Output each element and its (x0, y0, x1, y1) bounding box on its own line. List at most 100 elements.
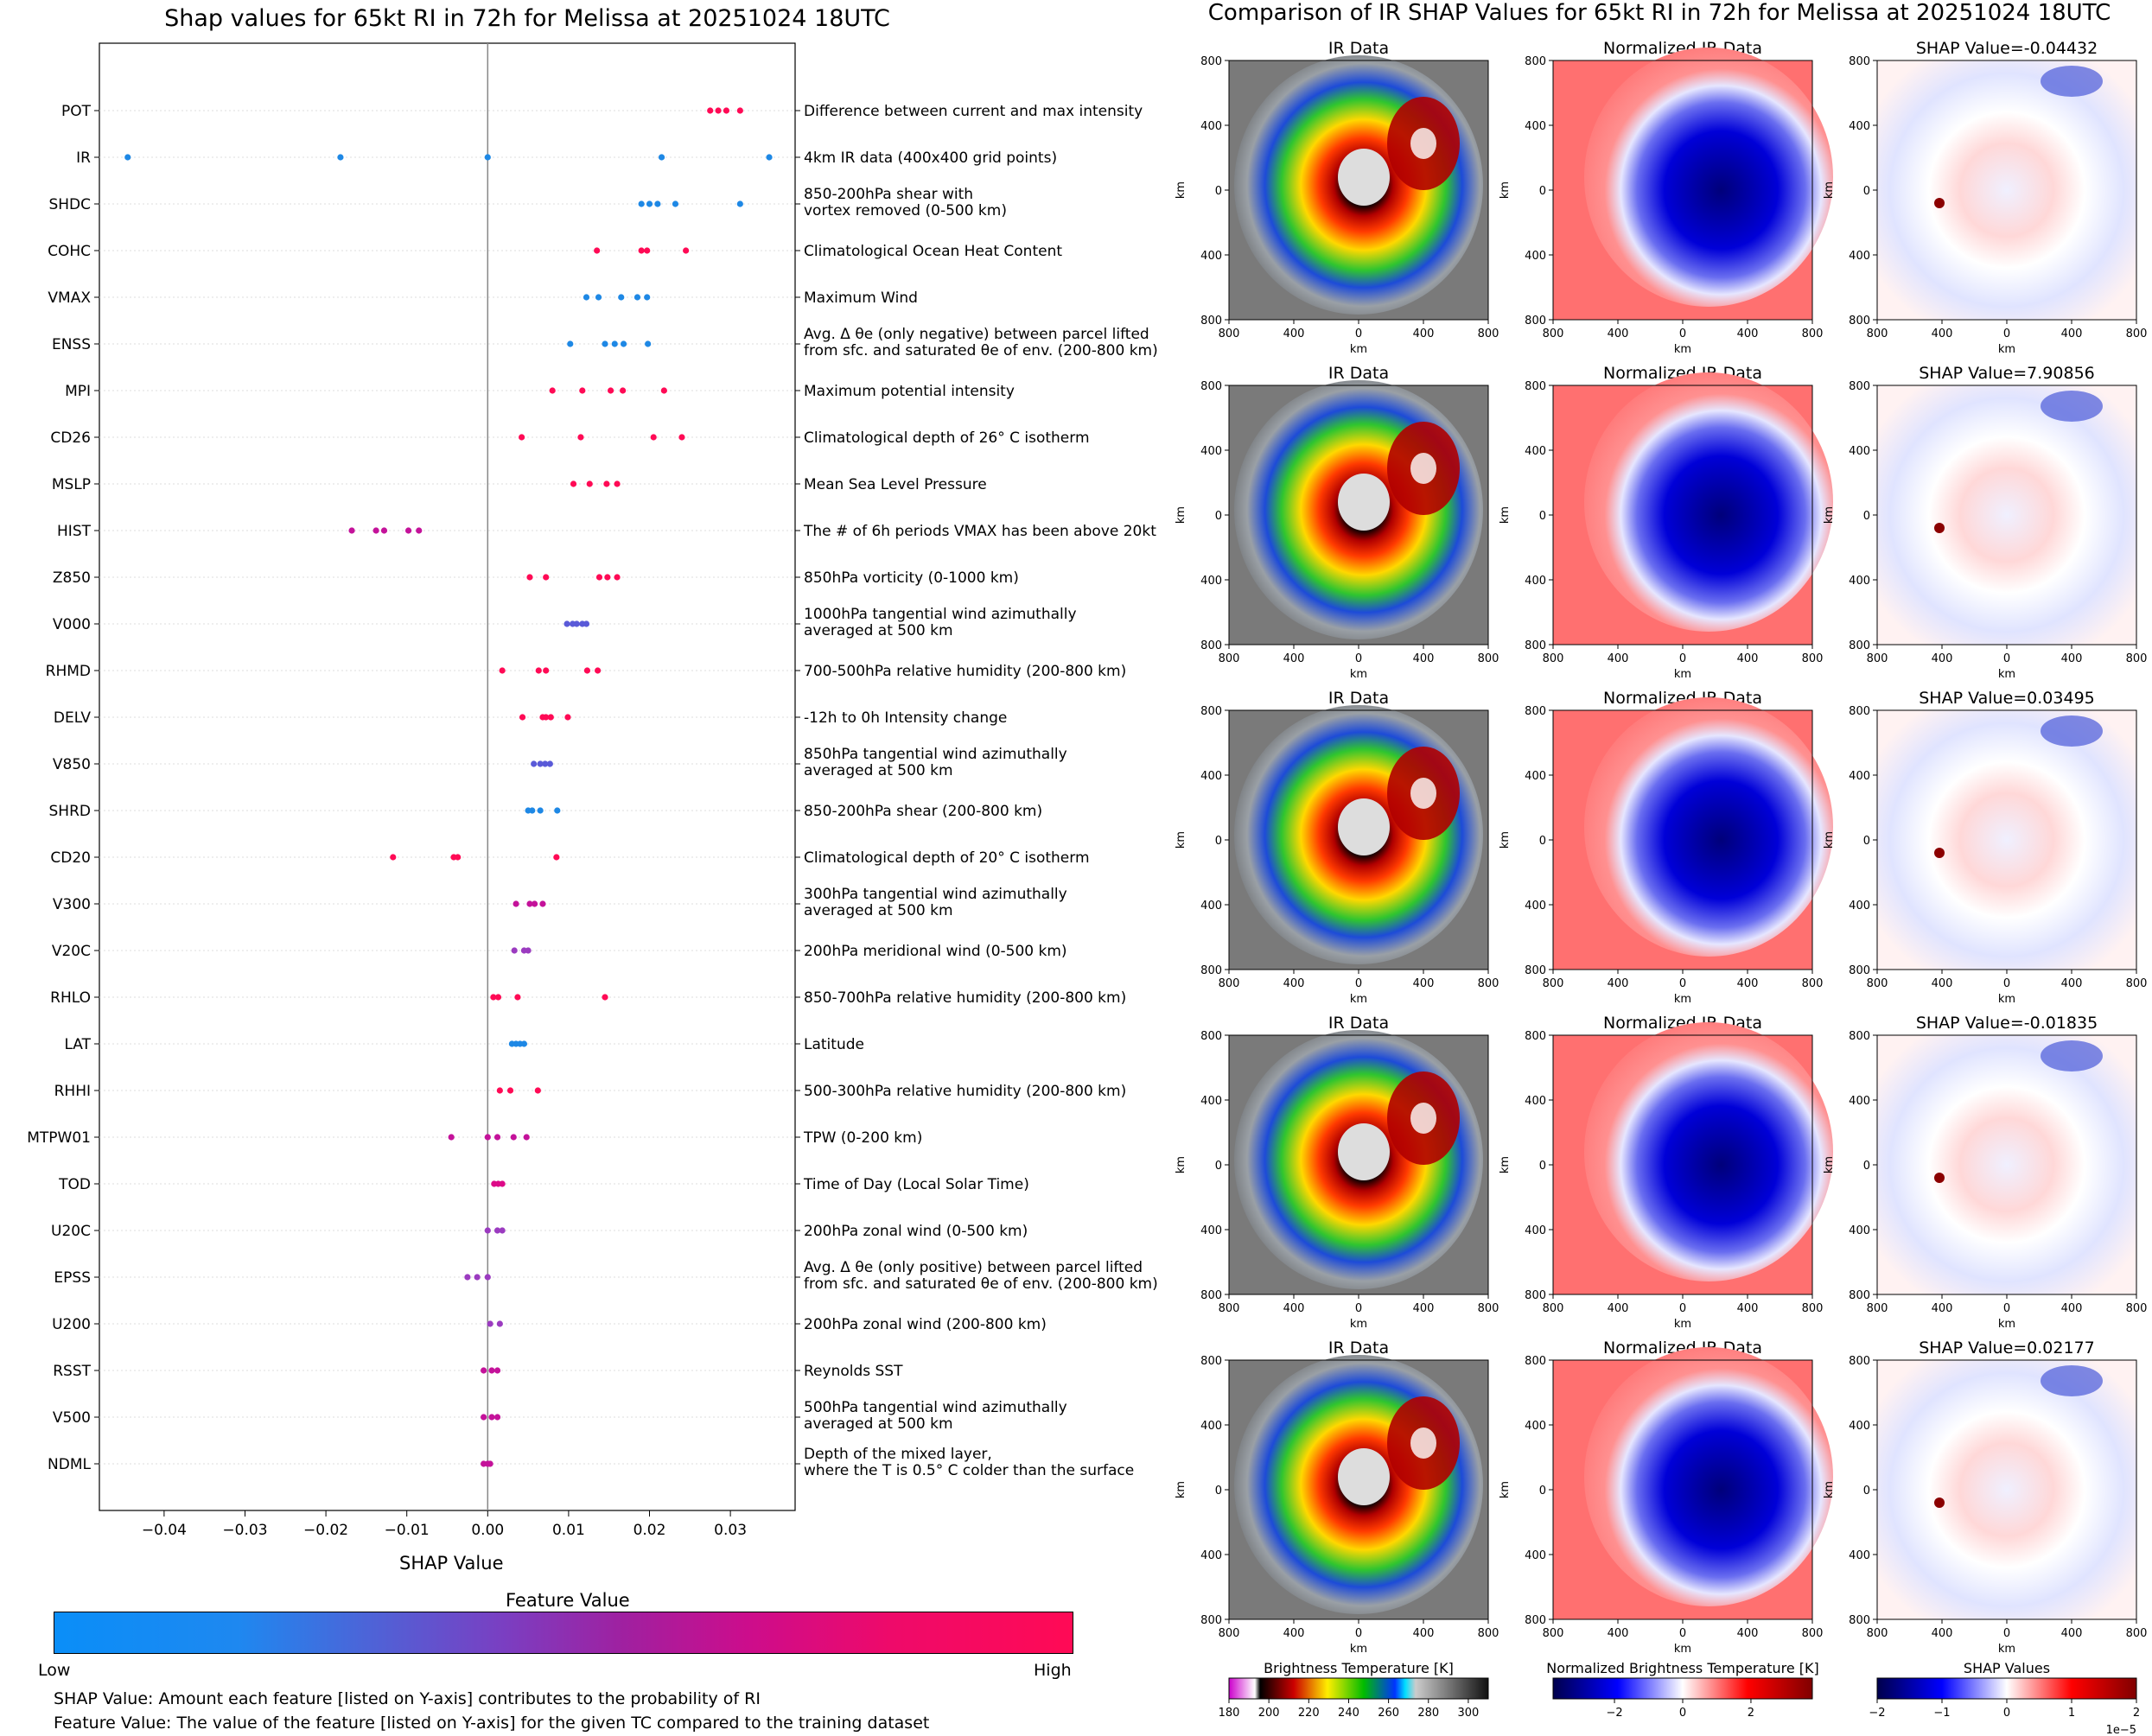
x-tick-label: 400 (1608, 977, 1629, 990)
y-tick-label: 400 (1200, 250, 1222, 263)
shap-image-proxy (1877, 60, 2136, 320)
data-point-rsst (481, 1367, 487, 1374)
y-tick-label: 400 (1525, 770, 1546, 783)
x-tick-label: 400 (1932, 1302, 1953, 1315)
data-point-z850 (614, 574, 621, 581)
x-tick-label: 400 (1737, 652, 1759, 665)
y-axis-label: km (1499, 1481, 1512, 1498)
feature-desc-v300: 300hPa tangential wind azimuthally (804, 886, 1067, 903)
x-tick-label: 0 (1355, 1302, 1362, 1315)
colorbar-low-label: Low (38, 1661, 71, 1680)
feature-name-rhlo: RHLO (50, 989, 91, 1007)
feature-name-cd20: CD20 (50, 849, 91, 867)
feature-desc-v850: 850hPa tangential wind azimuthally (804, 746, 1067, 763)
shap-xlabel: SHAP Value (399, 1553, 504, 1574)
data-point-v850 (531, 760, 538, 767)
y-axis-label: km (1175, 1481, 1187, 1498)
data-point-pot (715, 107, 722, 114)
data-point-shdc (736, 200, 743, 207)
y-tick-label: 400 (1525, 1224, 1546, 1237)
y-tick-label: 0 (1863, 1160, 1870, 1173)
x-tick-label: 800 (1478, 1627, 1499, 1640)
feature-value-colorbar (54, 1612, 1073, 1654)
x-tick-label: 0 (1355, 327, 1362, 340)
data-point-u20c (499, 1227, 506, 1234)
shap-panel-title: SHAP Value=-0.01835 (1916, 1014, 2098, 1033)
data-point-z850 (604, 574, 611, 581)
data-point-epss (464, 1274, 471, 1281)
colorbar-tick-label: 220 (1298, 1707, 1320, 1720)
normalized-temp-colorbar (1552, 1677, 1813, 1700)
colorbar-tick-label: 2 (1748, 1707, 1754, 1720)
feature-name-tod: TOD (58, 1176, 91, 1193)
data-point-v000 (563, 620, 570, 627)
x-tick-label: 0 (1355, 977, 1362, 990)
feature-desc-mpi: Maximum potential intensity (804, 383, 1015, 400)
x-tick-label: 800 (1219, 652, 1240, 665)
y-tick-label: 0 (1215, 835, 1222, 848)
feature-name-pot: POT (61, 103, 92, 120)
data-point-lat (520, 1040, 528, 1047)
data-point-cd26 (678, 434, 685, 441)
data-point-mpi (620, 387, 627, 394)
feature-desc-vmax: Maximum Wind (804, 289, 918, 307)
y-tick-label: 800 (1200, 705, 1222, 718)
y-axis-label: km (1175, 1156, 1187, 1173)
x-tick-label: 400 (1283, 1627, 1305, 1640)
y-tick-label: 0 (1863, 835, 1870, 848)
x-tick-label: 400 (1413, 977, 1435, 990)
x-axis-label: km (1674, 668, 1691, 681)
data-point-epss (484, 1274, 491, 1281)
shap-blue-region (2041, 1040, 2103, 1071)
colorbar-tick-label: 2 (2133, 1707, 2140, 1720)
x-tick-label: 0.00 (471, 1522, 504, 1539)
colorbar-tick-label: 0 (2003, 1707, 2010, 1720)
feature-desc-tod: Time of Day (Local Solar Time) (803, 1176, 1029, 1193)
feature-name-mtpw01: MTPW01 (27, 1129, 91, 1147)
y-tick-label: 800 (1525, 1030, 1546, 1043)
data-point-mslp (614, 480, 621, 487)
shap-values-colorbar (1876, 1677, 2137, 1700)
y-tick-label: 800 (1525, 315, 1546, 327)
data-point-mpi (549, 387, 556, 394)
data-point-v300 (531, 900, 538, 907)
data-point-vmax (583, 294, 590, 301)
feature-name-cohc: COHC (48, 243, 91, 260)
ir-eye-east (1410, 453, 1436, 484)
y-tick-label: 800 (1525, 55, 1546, 68)
colorbar-tick-label: −1 (1933, 1707, 1950, 1720)
x-tick-label: 400 (1737, 327, 1759, 340)
y-tick-label: 400 (1525, 1420, 1546, 1433)
y-axis-label: km (1499, 506, 1512, 524)
y-tick-label: 0 (1863, 1485, 1870, 1498)
data-point-rhmd (543, 667, 550, 674)
data-point-epss (474, 1274, 481, 1281)
x-tick-label: 800 (1802, 652, 1824, 665)
x-tick-label: 400 (1283, 327, 1305, 340)
normalized-image-proxy (1584, 1022, 1833, 1281)
y-tick-label: 400 (1200, 1549, 1222, 1562)
data-point-vmax (595, 294, 602, 301)
x-tick-label: 400 (2061, 327, 2083, 340)
shap-hotspot (1934, 1173, 1945, 1183)
x-tick-label: 800 (1478, 1302, 1499, 1315)
shap-hotspot (1934, 848, 1945, 858)
ir-eye-east (1410, 778, 1436, 809)
y-tick-label: 800 (1849, 1030, 1870, 1043)
data-point-enss (602, 340, 608, 347)
y-axis-label: km (1499, 1156, 1512, 1173)
data-point-v300 (539, 900, 546, 907)
data-point-hist (372, 527, 379, 534)
x-tick-label: −0.02 (303, 1522, 348, 1539)
data-point-mslp (603, 480, 610, 487)
x-tick-label: 800 (1543, 327, 1564, 340)
ir-eye (1338, 1448, 1390, 1505)
y-tick-label: 800 (1525, 1614, 1546, 1627)
x-tick-label: 400 (1608, 327, 1629, 340)
y-tick-label: 400 (1525, 1549, 1546, 1562)
feature-desc-cd26: Climatological depth of 26° C isotherm (804, 429, 1090, 447)
x-tick-label: 0 (2003, 652, 2010, 665)
data-point-cd20 (553, 854, 560, 861)
x-tick-label: 800 (1219, 977, 1240, 990)
feature-name-v500: V500 (53, 1409, 91, 1427)
